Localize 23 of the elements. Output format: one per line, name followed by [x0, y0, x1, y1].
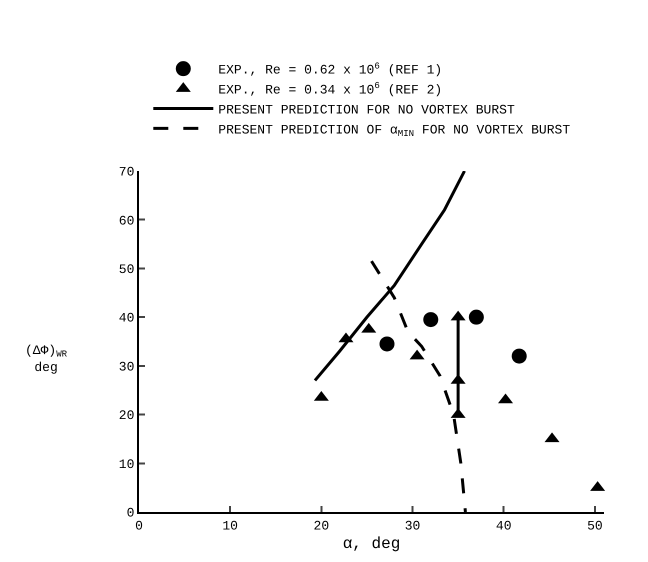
y-axis-title: (ΔΦ)$_{WR}$ deg	[25, 343, 68, 375]
legend-label: PRESENT PREDICTION OF α$_{MIN}$ FOR NO VORTEX BURST	[218, 122, 570, 140]
x-tick-label: 20	[314, 518, 330, 534]
y-tick-label: 50	[118, 262, 134, 277]
legend-label: PRESENT PREDICTION FOR NO VORTEX BURST	[218, 102, 515, 118]
y-tick-label: 30	[118, 359, 134, 374]
point	[512, 348, 527, 364]
legend-label: EXP., Re = 0.62 x 10$^{6}$ (REF 1)	[218, 60, 442, 78]
y-tick-label: 60	[118, 213, 134, 228]
y-tick-label: 70	[118, 164, 134, 180]
point	[380, 336, 394, 352]
y-tick-label: 0	[126, 506, 134, 521]
legend-label: EXP., Re = 0.34 x 10$^{6}$ (REF 2)	[218, 80, 442, 98]
x-axis-title: α, deg	[342, 534, 400, 553]
point	[468, 310, 484, 325]
x-tick-label: 50	[587, 518, 603, 534]
y-tick-label: 20	[118, 408, 134, 424]
x-tick-label: 10	[222, 518, 238, 534]
x-tick-label: 40	[496, 518, 512, 534]
x-tick-label: 30	[404, 518, 420, 534]
y-tick-label: 40	[118, 310, 134, 326]
y-tick-label: 10	[118, 456, 134, 472]
point	[423, 312, 438, 328]
